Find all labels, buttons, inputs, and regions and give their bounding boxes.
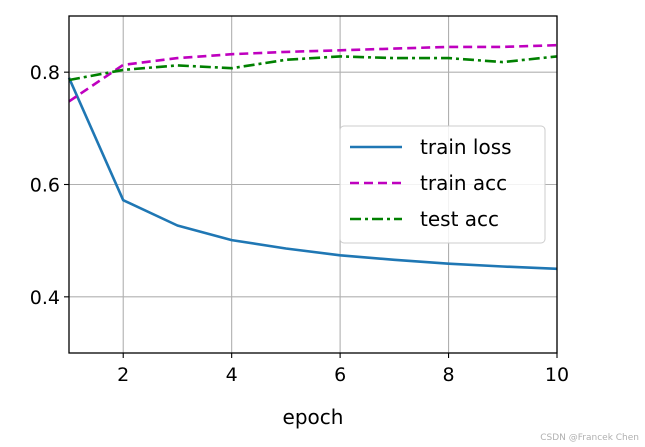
series-lines — [67, 43, 558, 271]
x-tick-label: 10 — [545, 364, 569, 386]
x-axis-label: epoch — [283, 405, 344, 429]
series-line-2 — [68, 43, 558, 103]
legend-label: train acc — [420, 171, 507, 195]
legend-label: train loss — [420, 135, 512, 159]
series-line-3 — [68, 55, 558, 82]
x-tick-label: 4 — [226, 364, 238, 386]
legend-box — [339, 125, 546, 244]
legend: train loss train acc test acc — [339, 125, 546, 244]
watermark: CSDN @Francek Chen — [540, 433, 639, 443]
x-tick-label: 6 — [334, 364, 346, 386]
y-tick-label: 0.6 — [30, 175, 60, 197]
series-line-1 — [67, 77, 558, 271]
y-tick-label: 0.4 — [30, 287, 60, 309]
legend-label: test acc — [420, 207, 499, 231]
x-tick-label: 2 — [117, 364, 129, 386]
axis-ticks: 2 4 6 8 10 0.4 0.6 0.8 — [30, 62, 569, 386]
x-tick-label: 8 — [443, 364, 455, 386]
y-tick-label: 0.8 — [30, 62, 60, 84]
